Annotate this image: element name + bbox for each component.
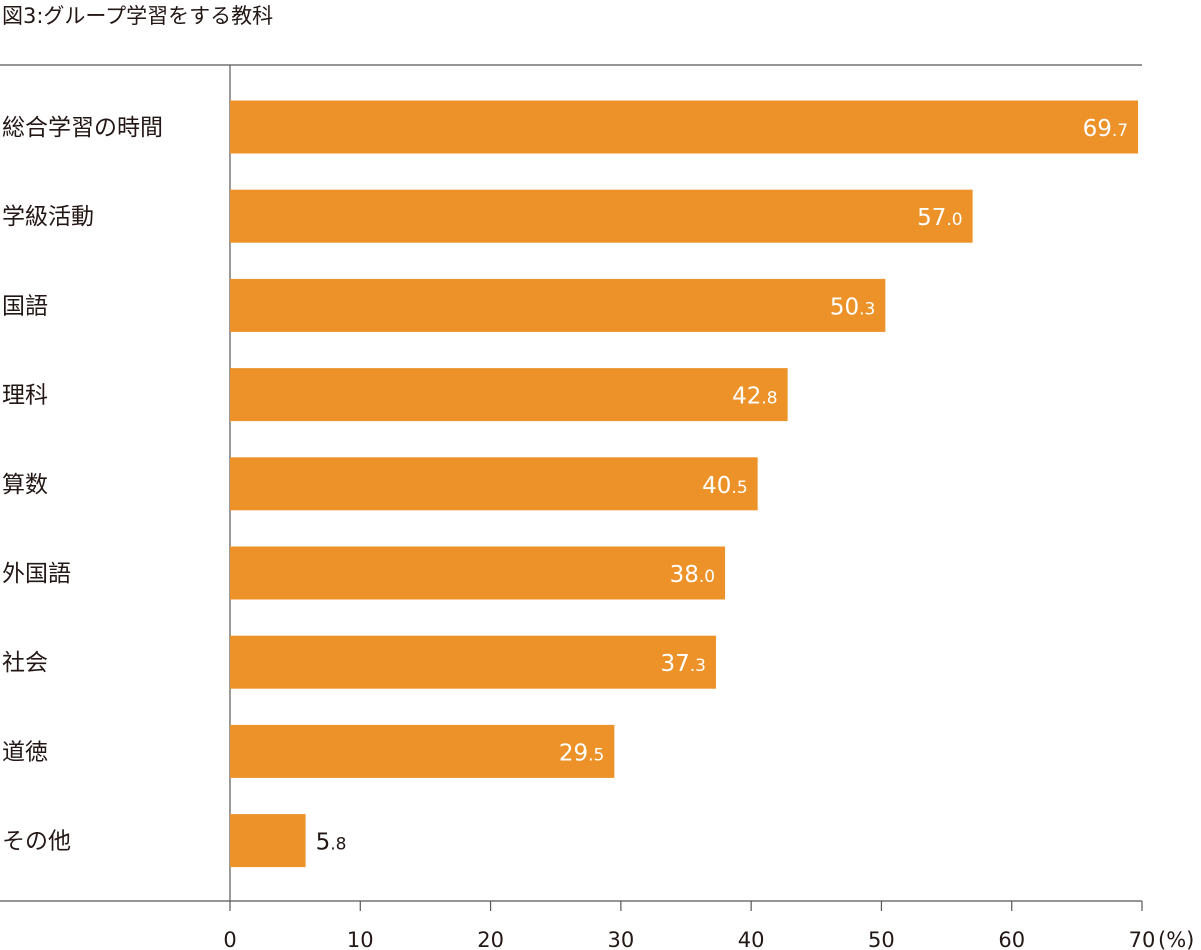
category-label-3: 理科 [2, 383, 48, 409]
value-label-1: 57.0 [917, 205, 963, 231]
x-tick-label-30: 30 [607, 928, 634, 950]
x-tick-label-10: 10 [347, 928, 374, 950]
bar-8 [230, 814, 306, 868]
x-tick-label-60: 60 [998, 928, 1025, 950]
category-label-1: 学級活動 [2, 204, 94, 230]
bar-7 [230, 724, 615, 778]
category-label-2: 国語 [2, 293, 48, 319]
x-tick-label-50: 50 [868, 928, 895, 950]
bar-0 [230, 100, 1139, 154]
value-label-3: 42.8 [732, 384, 778, 410]
category-label-6: 社会 [2, 650, 48, 676]
bar-4 [230, 457, 758, 511]
x-tick-label-70: 70 [1129, 928, 1156, 950]
category-label-8: その他 [2, 829, 71, 855]
value-label-6: 37.3 [660, 651, 706, 677]
x-tick-label-20: 20 [477, 928, 504, 950]
bar-2 [230, 278, 886, 332]
bar-5 [230, 546, 726, 600]
category-label-0: 総合学習の時間 [2, 115, 163, 141]
value-label-2: 50.3 [830, 294, 876, 320]
x-tick-label-0: 0 [223, 928, 236, 950]
x-unit-label: (%) [1158, 928, 1194, 950]
value-label-5: 38.0 [670, 562, 716, 588]
bar-1 [230, 189, 973, 243]
bar-3 [230, 368, 788, 422]
category-label-7: 道徳 [2, 739, 48, 765]
value-label-4: 40.5 [702, 473, 748, 499]
value-label-8: 5.8 [316, 830, 347, 856]
category-label-4: 算数 [2, 472, 48, 498]
value-label-0: 69.7 [1083, 116, 1129, 142]
bar-6 [230, 635, 716, 689]
value-label-7: 29.5 [559, 740, 605, 766]
category-label-5: 外国語 [2, 561, 71, 587]
chart-title: 図3:グループ学習をする教科 [2, 4, 274, 28]
x-tick-label-40: 40 [738, 928, 765, 950]
